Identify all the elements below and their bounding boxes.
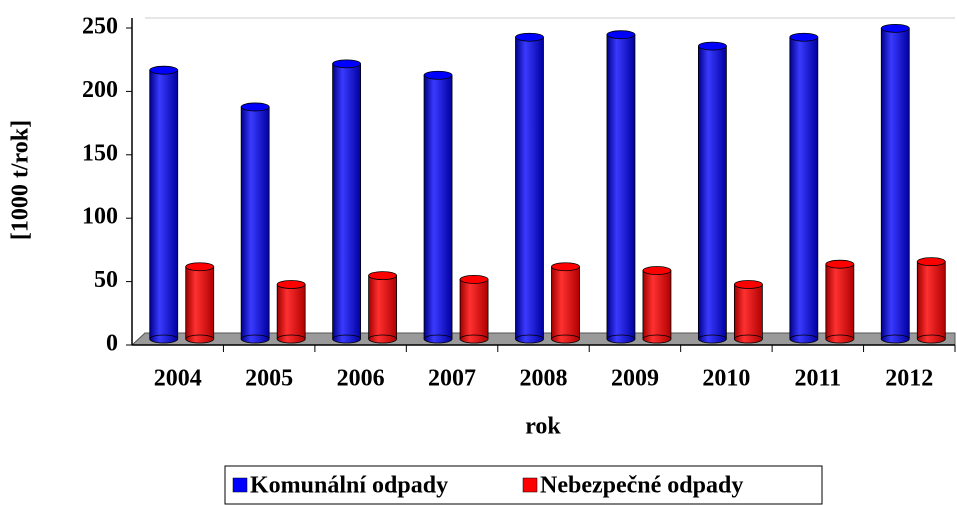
bar: [880, 27, 910, 340]
x-axis-label: rok: [525, 414, 561, 440]
bar: [240, 106, 270, 340]
bar: [916, 261, 946, 340]
bar: [789, 36, 819, 340]
x-tick-label: 2007: [428, 366, 476, 392]
bar-top: [642, 266, 672, 275]
bar-bottom: [515, 334, 544, 344]
x-tick-label: 2011: [794, 366, 841, 392]
bar-bottom: [332, 334, 362, 344]
bar: [697, 45, 727, 340]
bar-top: [332, 59, 362, 69]
bar: [551, 266, 580, 340]
y-tick-label: 0: [106, 331, 118, 357]
bar: [459, 279, 489, 340]
bar-top: [276, 280, 306, 289]
bar: [825, 263, 855, 340]
legend-label: Nebezpečné odpady: [540, 473, 743, 499]
bar-top: [515, 32, 544, 42]
y-tick-label: 50: [94, 267, 118, 293]
x-tick-label: 2010: [702, 366, 750, 392]
bar-top: [149, 65, 179, 75]
bar-bottom: [149, 334, 179, 344]
bar-bottom: [368, 334, 398, 344]
bar: [423, 74, 453, 340]
legend-swatch: [232, 477, 248, 493]
bar: [606, 34, 636, 340]
x-tick-label: 2004: [154, 366, 202, 392]
x-tick-label: 2012: [885, 366, 933, 392]
bar-top: [697, 41, 727, 51]
bar-top: [825, 259, 855, 269]
x-tick-label: 2006: [337, 366, 385, 392]
x-tick-label: 2009: [611, 366, 659, 392]
bar: [332, 63, 362, 340]
bar-bottom: [916, 334, 946, 344]
bar: [515, 36, 544, 340]
legend-swatch: [522, 477, 538, 493]
bar: [368, 275, 398, 340]
bar-bottom: [733, 334, 763, 344]
bar-bottom: [276, 334, 306, 344]
bar-bottom: [789, 334, 819, 344]
y-tick-label: 150: [82, 140, 118, 166]
bar-bottom: [606, 334, 636, 344]
bar: [642, 270, 672, 340]
bar-top: [368, 271, 398, 281]
bar-bottom: [423, 334, 453, 344]
bar: [149, 69, 179, 340]
x-tick-label: 2008: [520, 366, 568, 392]
bar-top: [185, 262, 215, 272]
bar-top: [789, 32, 819, 42]
bar-top: [880, 23, 910, 33]
bar-bottom: [697, 334, 727, 344]
bar-top: [916, 257, 946, 267]
bar: [733, 284, 763, 340]
bar: [276, 284, 306, 340]
bar-bottom: [459, 334, 489, 344]
bar-top: [733, 280, 763, 289]
y-axis-label: [1000 t/rok]: [8, 120, 34, 240]
bar-bottom: [880, 334, 910, 344]
bar-top: [459, 275, 489, 284]
x-tick-label: 2005: [245, 366, 293, 392]
y-tick-label: 200: [82, 77, 118, 103]
bar-top: [423, 70, 453, 80]
legend-label: Komunální odpady: [250, 473, 448, 499]
bar-top: [551, 262, 580, 272]
bar-bottom: [240, 334, 270, 344]
bar: [185, 266, 215, 340]
y-tick-label: 250: [82, 14, 118, 40]
bar-bottom: [642, 334, 672, 344]
bar-top: [606, 30, 636, 40]
bar-bottom: [825, 334, 855, 344]
y-tick-label: 100: [82, 204, 118, 230]
bar-top: [240, 102, 270, 112]
bar-bottom: [551, 334, 580, 344]
bar-bottom: [185, 334, 215, 344]
